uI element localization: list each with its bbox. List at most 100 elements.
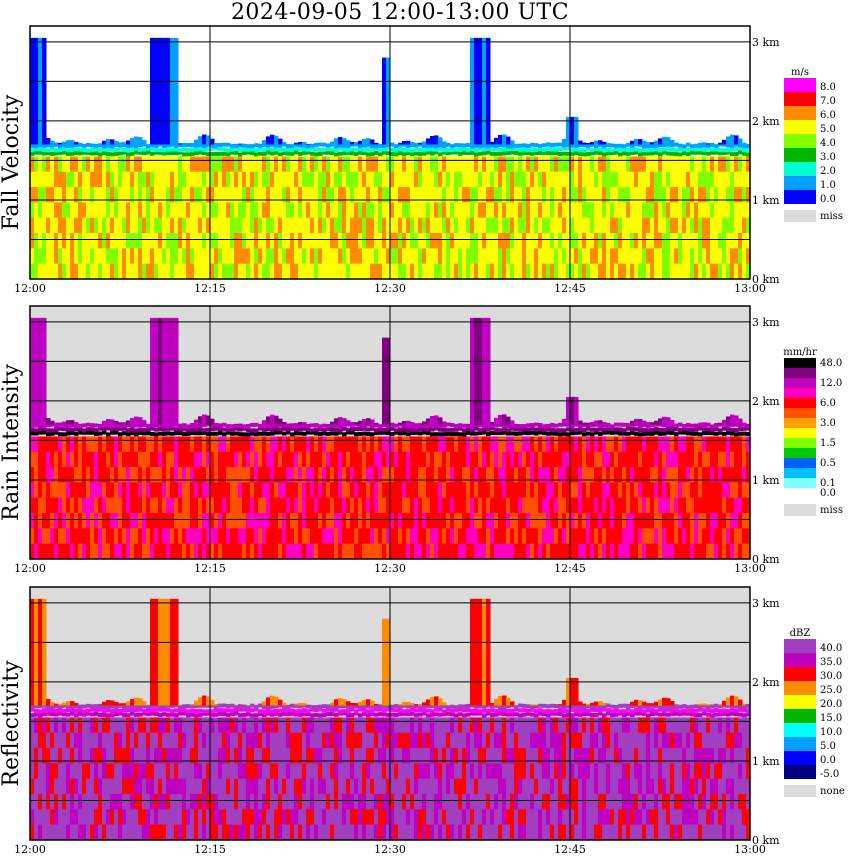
echo-cell (358, 482, 363, 499)
bright-band-cell (390, 432, 395, 437)
echo-cell (698, 497, 703, 514)
echo-cell (358, 217, 363, 234)
echo-cell (86, 778, 91, 795)
echo-cell (358, 436, 363, 453)
echo-cell (218, 482, 223, 499)
bright-band-cell (742, 148, 747, 153)
echo-cell (630, 233, 635, 249)
echo-cell (642, 248, 647, 265)
echo-cell (382, 337, 387, 425)
echo-cell (562, 263, 567, 280)
echo-cell (502, 233, 507, 249)
echo-cell (166, 482, 171, 499)
bright-band-cell (502, 151, 507, 156)
echo-cell (266, 528, 271, 545)
bright-band-cell (126, 428, 131, 433)
bright-band-cell (166, 143, 171, 148)
legend-label: 2.0 (820, 166, 836, 177)
echo-cell (206, 748, 211, 764)
echo-cell (74, 202, 79, 219)
bright-band-cell (638, 432, 643, 437)
echo-cell (62, 717, 67, 734)
echo-cell (46, 482, 51, 499)
echo-cell (102, 543, 107, 560)
echo-cell (438, 263, 443, 280)
echo-cell (346, 420, 351, 425)
echo-cell (58, 171, 63, 188)
bright-band-cell (458, 151, 463, 156)
echo-cell (270, 233, 275, 249)
echo-cell (666, 417, 671, 425)
echo-cell (718, 171, 723, 188)
echo-cell (466, 528, 471, 545)
echo-cell (566, 513, 571, 529)
echo-cell (370, 467, 375, 483)
bright-band-cell (462, 423, 467, 428)
echo-cell (102, 420, 107, 425)
echo-cell (154, 543, 159, 560)
bright-band-cell (318, 142, 323, 147)
echo-cell (434, 415, 439, 425)
bright-band-cell (586, 422, 591, 427)
echo-cell (462, 528, 467, 545)
bright-band-cell (278, 430, 283, 435)
bright-band-cell (314, 147, 319, 152)
echo-cell (222, 824, 227, 841)
echo-cell (138, 748, 143, 764)
echo-cell (234, 732, 239, 749)
bright-band-cell (166, 147, 171, 152)
bright-band-cell (142, 711, 147, 716)
bright-band-cell (518, 143, 523, 148)
echo-cell (206, 436, 211, 453)
bright-band-cell (594, 427, 599, 432)
echo-cell (54, 248, 59, 265)
echo-cell (422, 467, 427, 483)
echo-cell (726, 482, 731, 499)
bright-band-cell (122, 705, 127, 710)
echo-cell (334, 497, 339, 514)
echo-cell (362, 202, 367, 219)
echo-cell (646, 482, 651, 499)
bright-band-cell (30, 707, 35, 712)
echo-cell (494, 482, 499, 499)
echo-cell (666, 513, 671, 529)
echo-cell (474, 202, 479, 219)
echo-cell (286, 248, 291, 265)
echo-cell (70, 482, 75, 499)
bright-band-cell (430, 147, 435, 152)
echo-cell (410, 482, 415, 499)
echo-cell (38, 778, 43, 795)
bright-band-cell (78, 711, 83, 716)
echo-cell (206, 135, 211, 145)
echo-cell (42, 202, 47, 219)
echo-cell (442, 421, 447, 425)
echo-cell (166, 763, 171, 780)
echo-cell (178, 482, 183, 499)
echo-cell (650, 497, 655, 514)
echo-cell (418, 543, 423, 560)
echo-cell (618, 202, 623, 219)
echo-cell (578, 513, 583, 529)
bright-band-cell (218, 431, 223, 436)
bright-band-cell (598, 142, 603, 147)
echo-cell (662, 171, 667, 188)
echo-cell (86, 497, 91, 514)
echo-cell (58, 528, 63, 545)
echo-cell (174, 187, 179, 203)
echo-cell (474, 436, 479, 453)
bright-band-cell (454, 432, 459, 437)
bright-band-cell (602, 144, 607, 149)
echo-cell (738, 233, 743, 249)
echo-cell (338, 497, 343, 514)
echo-cell (186, 467, 191, 483)
echo-cell (478, 171, 483, 188)
echo-cell (238, 451, 243, 468)
echo-cell (34, 482, 39, 499)
bright-band-cell (514, 427, 519, 432)
echo-cell (514, 451, 519, 468)
bright-band-cell (666, 142, 671, 147)
echo-cell (686, 482, 691, 499)
echo-cell (546, 187, 551, 203)
echo-cell (218, 778, 223, 795)
echo-cell (590, 436, 595, 453)
